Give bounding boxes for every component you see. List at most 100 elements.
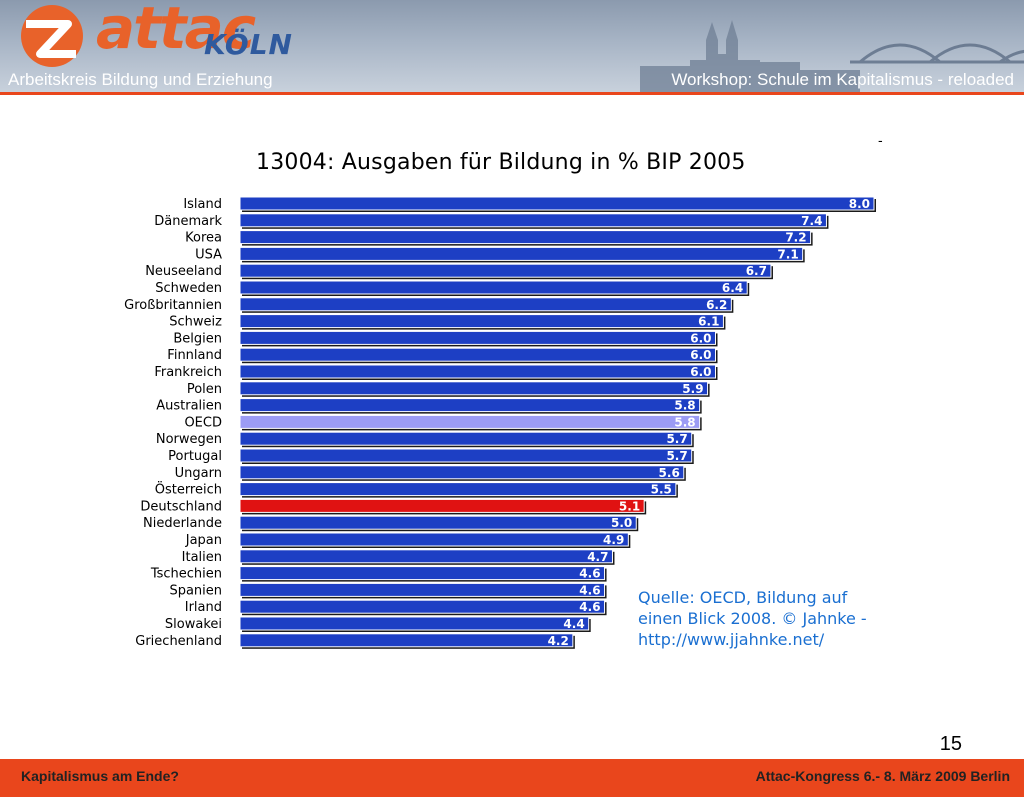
category-label: Neuseeland: [145, 264, 222, 279]
value-label: 6.7: [746, 264, 767, 278]
value-label: 4.9: [603, 533, 624, 547]
category-label: Ungarn: [175, 466, 222, 481]
header-divider: [0, 92, 1024, 95]
bar: [239, 465, 685, 480]
value-label: 5.7: [666, 449, 687, 463]
bar: [239, 230, 812, 245]
source-note: Quelle: OECD, Bildung auf einen Blick 20…: [638, 587, 898, 650]
globe-logo-icon: [21, 5, 83, 67]
chart-title: 13004: Ausgaben für Bildung in % BIP 200…: [256, 150, 746, 175]
header-banner: attac KÖLN Arbeitskreis Bildung und Erzi…: [0, 0, 1024, 92]
footer-right-text: Attac-Kongress 6.- 8. März 2009 Berlin: [755, 768, 1010, 784]
bar: [239, 314, 724, 329]
bar: [239, 448, 693, 463]
value-label: 5.5: [651, 483, 672, 497]
footer-left-text: Kapitalismus am Ende?: [21, 768, 179, 784]
category-label: Griechenland: [135, 634, 222, 649]
category-label: Spanien: [169, 583, 222, 598]
category-label: USA: [195, 247, 222, 262]
cologne-skyline-image: [640, 20, 1024, 92]
value-label: 4.6: [579, 583, 600, 597]
bar: [239, 196, 875, 211]
logo-city: KÖLN: [204, 28, 293, 61]
source-line: Quelle: OECD, Bildung auf: [638, 588, 848, 607]
category-label: Finnland: [167, 348, 222, 363]
value-label: 5.8: [674, 399, 695, 413]
category-label: Japan: [185, 533, 222, 548]
bar: [239, 532, 629, 547]
value-label: 4.6: [579, 600, 600, 614]
category-label: Italien: [182, 550, 222, 565]
bar: [239, 364, 716, 379]
category-label: Island: [183, 197, 222, 212]
category-label: Tschechien: [150, 567, 222, 582]
category-label: Dänemark: [154, 214, 222, 229]
bar: [239, 566, 606, 581]
category-label: Slowakei: [165, 617, 222, 632]
category-label: Belgien: [173, 331, 222, 346]
attac-logo: [6, 2, 98, 75]
source-line: http://www.jjahnke.net/: [638, 630, 825, 649]
category-label: OECD: [184, 415, 222, 430]
category-label: Österreich: [155, 481, 222, 498]
bar: [239, 213, 827, 228]
category-label: Norwegen: [156, 432, 222, 447]
bar: [239, 246, 804, 261]
value-label: 6.0: [690, 331, 711, 345]
value-label: 7.2: [785, 231, 806, 245]
value-label: 4.4: [563, 617, 584, 631]
bar: [239, 498, 645, 513]
category-label: Korea: [185, 231, 222, 246]
bar: [239, 515, 637, 530]
value-label: 8.0: [849, 197, 870, 211]
category-label: Schweden: [155, 281, 222, 296]
bar: [239, 280, 748, 295]
logo-wordmark: attac: [96, 0, 256, 62]
bar: [239, 633, 574, 648]
category-label: Polen: [187, 382, 222, 397]
value-label: 4.2: [548, 634, 569, 648]
value-label: 5.8: [674, 415, 695, 429]
bar: [239, 414, 701, 429]
value-label: 5.7: [666, 432, 687, 446]
bar: [239, 330, 716, 345]
category-label: Frankreich: [154, 365, 222, 380]
value-label: 5.0: [611, 516, 632, 530]
value-label: 7.1: [777, 247, 798, 261]
value-label: 6.1: [698, 315, 719, 329]
category-label: Niederlande: [143, 516, 222, 531]
value-label: 4.7: [587, 550, 608, 564]
value-label: 5.6: [659, 466, 680, 480]
bar: [239, 263, 772, 278]
bar: [239, 616, 590, 631]
footer-bar: Kapitalismus am Ende? Attac-Kongress 6.-…: [0, 759, 1024, 797]
dash-mark: -: [878, 132, 883, 148]
value-label: 6.0: [690, 348, 711, 362]
category-label: Portugal: [168, 449, 222, 464]
bar: [239, 431, 693, 446]
bar: [239, 297, 732, 312]
value-label: 5.1: [619, 499, 640, 513]
header-right-title: Workshop: Schule im Kapitalismus - reloa…: [671, 70, 1014, 89]
category-label: Großbritannien: [124, 298, 222, 313]
bar: [239, 599, 606, 614]
value-label: 5.9: [682, 382, 703, 396]
value-label: 4.6: [579, 567, 600, 581]
category-label: Irland: [185, 600, 222, 615]
source-line: einen Blick 2008. © Jahnke -: [638, 609, 867, 628]
bar: [239, 482, 677, 497]
bar: [239, 381, 709, 396]
value-label: 6.2: [706, 298, 727, 312]
bar: [239, 549, 613, 564]
value-label: 6.0: [690, 365, 711, 379]
bar: [239, 582, 606, 597]
category-label: Deutschland: [140, 499, 222, 514]
bar: [239, 347, 716, 362]
category-label: Australien: [156, 399, 222, 414]
value-label: 7.4: [801, 214, 822, 228]
value-label: 6.4: [722, 281, 743, 295]
page-number: 15: [939, 733, 962, 755]
category-label: Schweiz: [169, 315, 222, 330]
bar: [239, 398, 701, 413]
